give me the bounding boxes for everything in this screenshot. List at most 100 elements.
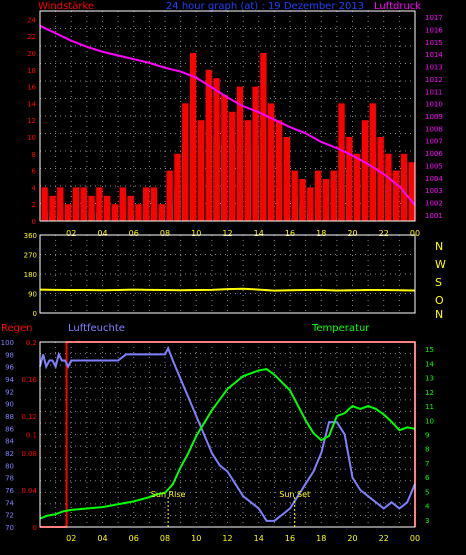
wind-gust-bar (205, 69, 212, 221)
wind-gust-bar (143, 187, 150, 221)
wind-gust-bar (41, 187, 48, 221)
wind-gust-bar (283, 137, 290, 221)
humidity-tick-label: 76 (5, 487, 14, 495)
wind-gust-bar (150, 187, 158, 221)
wind-time-tick-labels: 02 04 06 08 10 12 14 16 18 20 22 00 (66, 229, 420, 238)
wind-gust-bar (189, 53, 197, 221)
climate-time-tick-label: 08 (160, 534, 170, 543)
wind-gust-bar (369, 103, 376, 221)
wind-gust-bar (135, 204, 142, 221)
temperature-tick-label: 6 (425, 474, 430, 482)
wind-gust-bar (330, 170, 337, 221)
direction-degree-label: 0 (33, 310, 37, 318)
humidity-tick-label: 82 (5, 450, 14, 458)
wind-gust-bar (260, 53, 267, 221)
humidity-tick-label: 78 (5, 475, 14, 483)
wind-speed-tick-label: 6 (32, 168, 37, 176)
wind-time-tick-label: 08 (160, 229, 170, 238)
wind-gust-bar (377, 137, 384, 221)
compass-letter-s: S (435, 276, 442, 289)
wind-gust-bar (49, 195, 56, 221)
wind-time-tick-label: 14 (254, 229, 264, 238)
chart-title: 24 hour graph (at) : 19 Dezember 2013 (166, 1, 364, 12)
climate-time-tick-label: 20 (347, 534, 357, 543)
humidity-tick-label: 84 (5, 438, 14, 446)
wind-panel-frame (39, 10, 416, 222)
climate-time-tick-label: 18 (316, 534, 326, 543)
wind-axis-title: Windstärke (38, 1, 94, 12)
humidity-tick-label: 72 (5, 512, 14, 520)
wind-gust-bar (119, 187, 126, 221)
wind-time-tick-label: 06 (129, 229, 139, 238)
wind-speed-tick-label: 12 (27, 117, 36, 125)
wind-gust-bar (88, 195, 95, 221)
humidity-axis-title: Luftfeuchte (68, 323, 125, 334)
compass-letter-w: W (435, 258, 446, 271)
wind-time-tick-label: 16 (285, 229, 295, 238)
pressure-tick-label: 1011 (425, 88, 443, 96)
wind-gust-bar (400, 153, 408, 221)
wind-gust-bar (291, 170, 298, 221)
pressure-line (39, 24, 416, 206)
temperature-tick-label: 13 (425, 375, 434, 383)
temperature-tick-label: 4 (425, 503, 430, 511)
pressure-tick-label: 1006 (425, 150, 443, 158)
humidity-line (39, 345, 416, 522)
wind-time-tick-label: 02 (66, 229, 76, 238)
climate-time-tick-label: 02 (66, 534, 76, 543)
wind-gust-bar (182, 103, 189, 221)
wind-gust-bar (64, 204, 72, 221)
pressure-tick-label: 1010 (425, 101, 443, 109)
humidity-tick-label: 74 (5, 499, 14, 507)
direction-degree-label: 360 (24, 232, 37, 240)
pressure-tick-label: 1013 (425, 64, 443, 72)
direction-degree-label: 90 (28, 291, 37, 299)
rain-tick-label: 0.2 (26, 339, 37, 347)
humidity-tick-label: 90 (5, 401, 14, 409)
pressure-tick-label: 1002 (425, 199, 443, 207)
compass-letter-o: O (435, 294, 444, 307)
pressure-tick-label: 1015 (425, 39, 443, 47)
temperature-tick-label: 7 (425, 460, 429, 468)
wind-gust-bar (229, 111, 236, 221)
rain-tick-labels: 0 0.04 0.08 0.1 0.12 0.16 0.2 (21, 339, 37, 532)
humidity-tick-label: 80 (5, 462, 14, 470)
wind-speed-tick-label: 22 (27, 33, 36, 41)
climate-time-tick-label: 14 (254, 534, 264, 543)
wind-speed-tick-label: 20 (27, 50, 36, 58)
climate-time-tick-label: 12 (222, 534, 232, 543)
wind-gust-bar (322, 179, 330, 221)
wind-gust-bar (346, 137, 353, 221)
humidity-tick-labels: 70 72 74 76 78 80 82 84 86 88 90 92 94 96 98 100 (1, 339, 15, 532)
humidity-tick-label: 100 (1, 339, 14, 347)
wind-time-tick-label: 04 (97, 229, 107, 238)
temperature-tick-label: 15 (425, 346, 434, 354)
sunrise-label: Sun Rise (151, 490, 186, 499)
wind-gust-bar (197, 120, 205, 221)
humidity-tick-label: 92 (5, 388, 14, 396)
pressure-tick-label: 1009 (425, 113, 443, 121)
humidity-tick-label: 70 (5, 524, 14, 532)
wind-gust-bar (244, 120, 251, 221)
humidity-tick-label: 94 (5, 376, 14, 384)
climate-time-tick-labels: 02 04 06 08 10 12 14 16 18 20 22 00 (66, 534, 420, 543)
temperature-tick-label: 10 (425, 417, 434, 425)
direction-grid (40, 235, 415, 313)
temperature-tick-label: 5 (425, 488, 429, 496)
wind-gust-bar (72, 187, 80, 221)
wind-time-tick-label: 18 (316, 229, 326, 238)
wind-speed-tick-label: 14 (27, 100, 36, 108)
wind-gust-bar (96, 187, 103, 221)
wind-gust-bar (166, 170, 173, 221)
wind-speed-tick-label: 24 (27, 16, 36, 24)
climate-time-tick-label: 16 (285, 534, 295, 543)
wind-speed-tick-label: 18 (27, 67, 36, 75)
wind-gust-bar (268, 103, 275, 221)
wind-gust-bar (408, 162, 415, 221)
rain-tick-label: 0.04 (21, 487, 37, 495)
wind-speed-tick-label: 4 (32, 184, 37, 192)
sunset-label: Sun Set (279, 490, 310, 499)
